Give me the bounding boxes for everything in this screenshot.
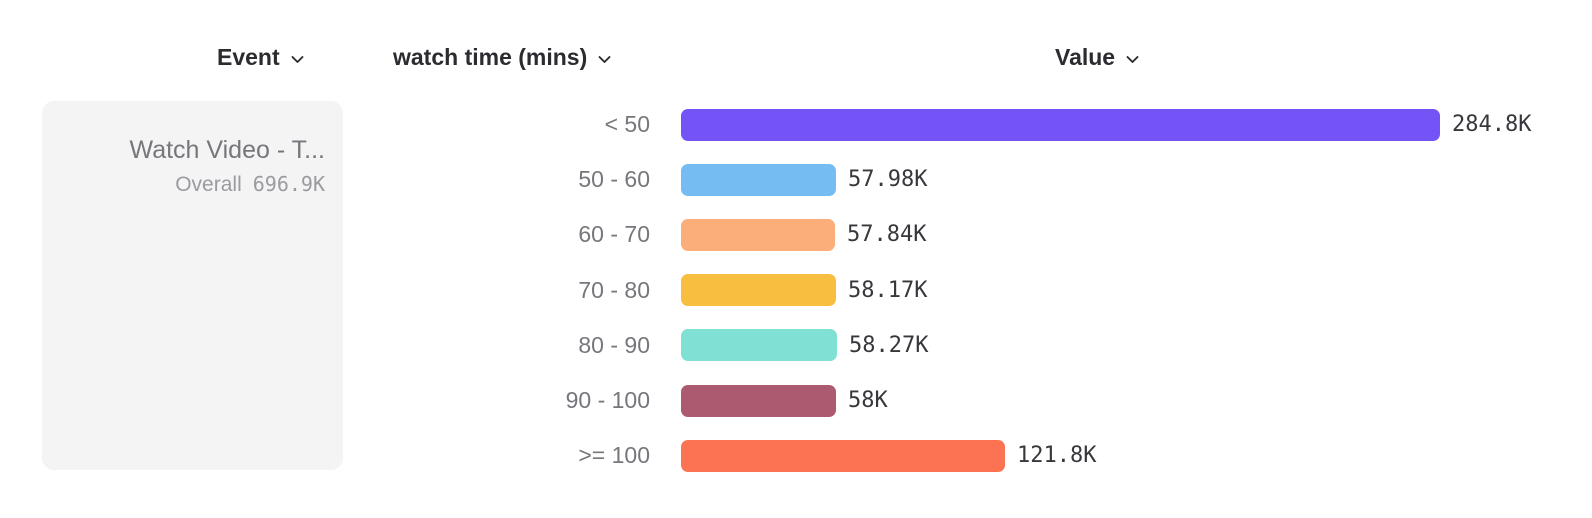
event-card-content: Watch Video - T... Overall 696.9K [42, 135, 343, 197]
chevron-down-icon[interactable] [289, 51, 306, 68]
event-overall-label: Overall [175, 173, 242, 197]
bar-row-label: >= 100 [578, 442, 650, 469]
chevron-down-icon[interactable] [596, 51, 613, 68]
bar-track: 58.17K [681, 263, 927, 318]
bar[interactable] [681, 274, 836, 307]
bar-row: 50 - 60 57.98K [0, 152, 1592, 207]
event-name: Watch Video - T... [129, 136, 325, 164]
chevron-down-icon[interactable] [1124, 51, 1141, 68]
column-header-metric-label: watch time (mins) [393, 44, 588, 70]
bar-row: 90 - 100 58K [0, 373, 1592, 428]
bar-row: < 50 284.8K [0, 97, 1592, 152]
bar-value-label: 58.27K [849, 332, 929, 358]
bar-value-label: 58K [848, 388, 888, 414]
bar-track: 57.84K [681, 207, 926, 262]
bar-row-label: 70 - 80 [578, 276, 650, 303]
bar-track: 57.98K [681, 152, 927, 207]
bar-track: 58K [681, 373, 888, 428]
bar-row-label: 90 - 100 [565, 387, 650, 414]
column-header-event[interactable]: Event [217, 44, 306, 71]
bar-track: 58.27K [681, 318, 928, 373]
bar-row-label: 50 - 60 [578, 166, 650, 193]
bar-row: >= 100 121.8K [0, 428, 1592, 483]
bar-value-label: 121.8K [1017, 443, 1097, 469]
bar-value-label: 58.17K [848, 277, 928, 303]
bar-row: 60 - 70 57.84K [0, 207, 1592, 262]
bar-value-label: 57.98K [848, 167, 928, 193]
bar-row: 80 - 90 58.27K [0, 318, 1592, 373]
bar-row: 70 - 80 58.17K [0, 263, 1592, 318]
bar-track: 121.8K [681, 428, 1096, 483]
bar[interactable] [681, 218, 835, 251]
event-overall-value: 696.9K [252, 172, 325, 197]
bar-row-label: 60 - 70 [578, 221, 650, 248]
column-header-value-label: Value [1055, 44, 1116, 70]
bar[interactable] [681, 108, 1440, 141]
bar[interactable] [681, 163, 836, 196]
bar-track: 284.8K [681, 97, 1531, 152]
bar[interactable] [681, 329, 837, 362]
column-header-event-label: Event [217, 44, 280, 70]
bar-row-label: < 50 [604, 111, 650, 138]
bar[interactable] [681, 384, 836, 417]
bar-row-label: 80 - 90 [578, 331, 650, 358]
column-header-value[interactable]: Value [1055, 44, 1141, 71]
bar-value-label: 284.8K [1452, 112, 1532, 138]
bar[interactable] [681, 439, 1005, 472]
column-header-row: Event watch time (mins) Value [0, 44, 1592, 84]
bar-rows: < 50 284.8K 50 - 60 57.98K 60 - 70 57.84K 70 -… [0, 97, 1592, 483]
bar-value-label: 57.84K [847, 222, 927, 248]
column-header-metric[interactable]: watch time (mins) [393, 44, 613, 71]
event-overall: Overall 696.9K [60, 172, 325, 197]
event-card[interactable]: Watch Video - T... Overall 696.9K [42, 101, 343, 470]
